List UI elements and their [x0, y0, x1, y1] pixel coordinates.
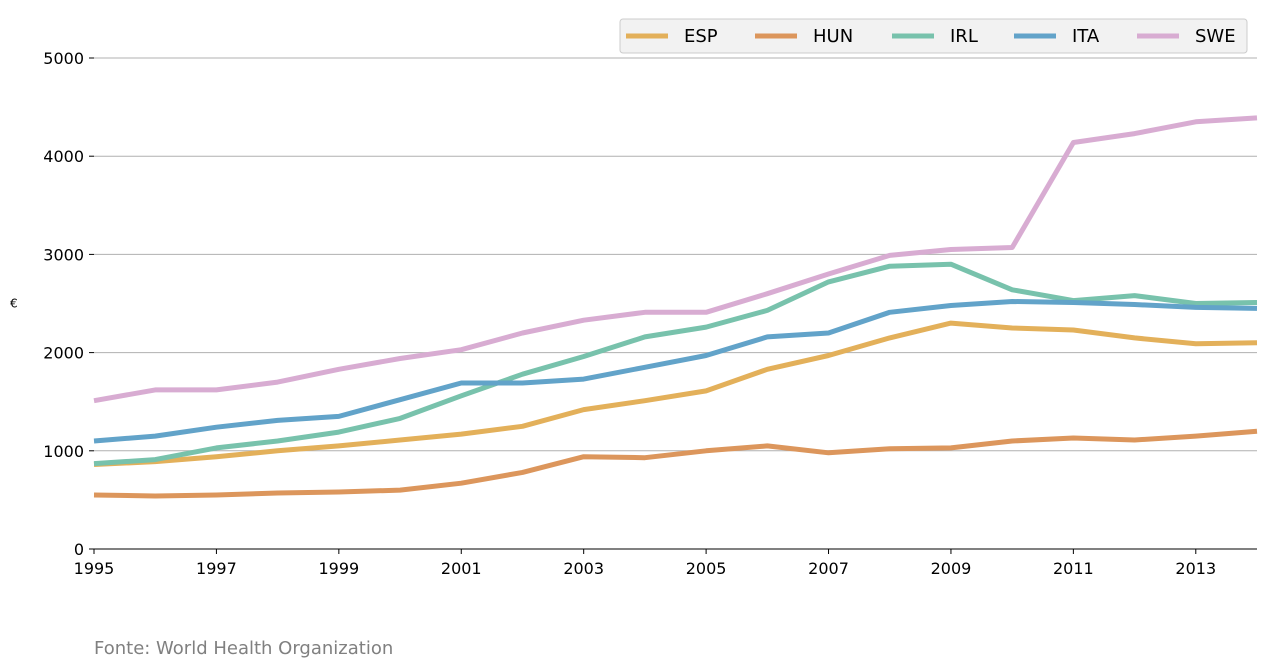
y-tick-label: 5000: [43, 49, 84, 68]
legend: ESP HUN IRL ITA SWE: [619, 18, 1248, 54]
x-tick-label: 2011: [1053, 559, 1094, 578]
legend-label-esp: ESP: [684, 26, 718, 47]
legend-label-irl: IRL: [950, 26, 978, 47]
series-lines: [93, 115, 1258, 499]
x-tick-label: 1997: [196, 559, 237, 578]
x-tick-label: 2007: [808, 559, 849, 578]
legend-label-hun: HUN: [813, 26, 853, 47]
y-tick-label: 2000: [43, 344, 84, 363]
y-tick-label: 1000: [43, 442, 84, 461]
x-tick-label: 2003: [563, 559, 604, 578]
y-tick-label: 0: [74, 540, 84, 559]
x-tick-label: 2009: [931, 559, 972, 578]
y-tick-label: 3000: [43, 245, 84, 264]
x-tick-label: 2001: [441, 559, 482, 578]
source-note: Fonte: World Health Organization: [94, 638, 394, 659]
gridlines: [94, 57, 1257, 452]
series-line-ita: [93, 299, 1258, 444]
y-axis-label: €: [10, 297, 18, 311]
x-tick-label: 1999: [318, 559, 359, 578]
axes: 0 1000 2000 3000 4000 5000 1995 1997 1999 2001 200…: [43, 49, 1257, 578]
legend-label-swe: SWE: [1195, 26, 1236, 47]
series-line-hun: [93, 428, 1258, 499]
x-tick-label: 2005: [686, 559, 727, 578]
x-tick-label: 1995: [74, 559, 115, 578]
x-tick-label: 2013: [1175, 559, 1216, 578]
y-tick-label: 4000: [43, 147, 84, 166]
legend-label-ita: ITA: [1072, 26, 1100, 47]
series-line-swe: [93, 115, 1258, 404]
series-line-esp: [93, 320, 1258, 467]
series-line-irl: [93, 261, 1258, 467]
